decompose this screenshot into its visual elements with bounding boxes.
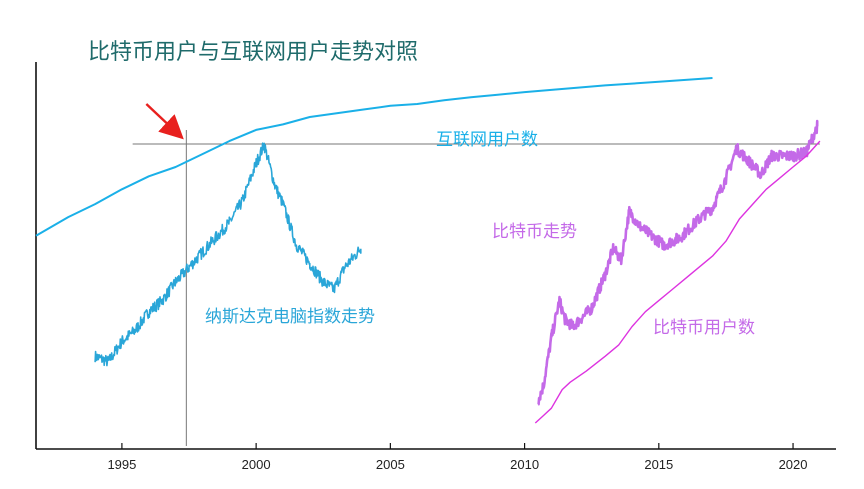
x-tick-label-2000: 2000 — [242, 457, 271, 472]
axes: 1995 2000 2005 2010 2015 2020 — [35, 62, 836, 472]
bitcoin-users-line — [534, 140, 821, 424]
chart-title: 比特币用户与互联网用户走势对照 — [88, 40, 419, 65]
series-label-nasdaq: 纳斯达克电脑指数走势 — [205, 307, 375, 327]
x-tick-label-1995: 1995 — [107, 457, 136, 472]
x-tick-label-2010: 2010 — [510, 457, 539, 472]
red-arrow-icon — [145, 103, 184, 140]
nasdaq-computer-index-line — [94, 142, 362, 367]
x-tick-label-2015: 2015 — [644, 457, 673, 472]
series-label-internet: 互联网用户数 — [436, 130, 538, 150]
bitcoin-price-line — [537, 119, 819, 406]
series-label-btc-users: 比特币用户数 — [653, 318, 755, 338]
x-tick-label-2005: 2005 — [376, 457, 405, 472]
x-tick-label-2020: 2020 — [779, 457, 808, 472]
reference-lines — [132, 103, 820, 446]
series-layer — [35, 77, 821, 424]
series-label-btc-price: 比特币走势 — [492, 222, 577, 242]
internet-users-line — [35, 77, 713, 237]
